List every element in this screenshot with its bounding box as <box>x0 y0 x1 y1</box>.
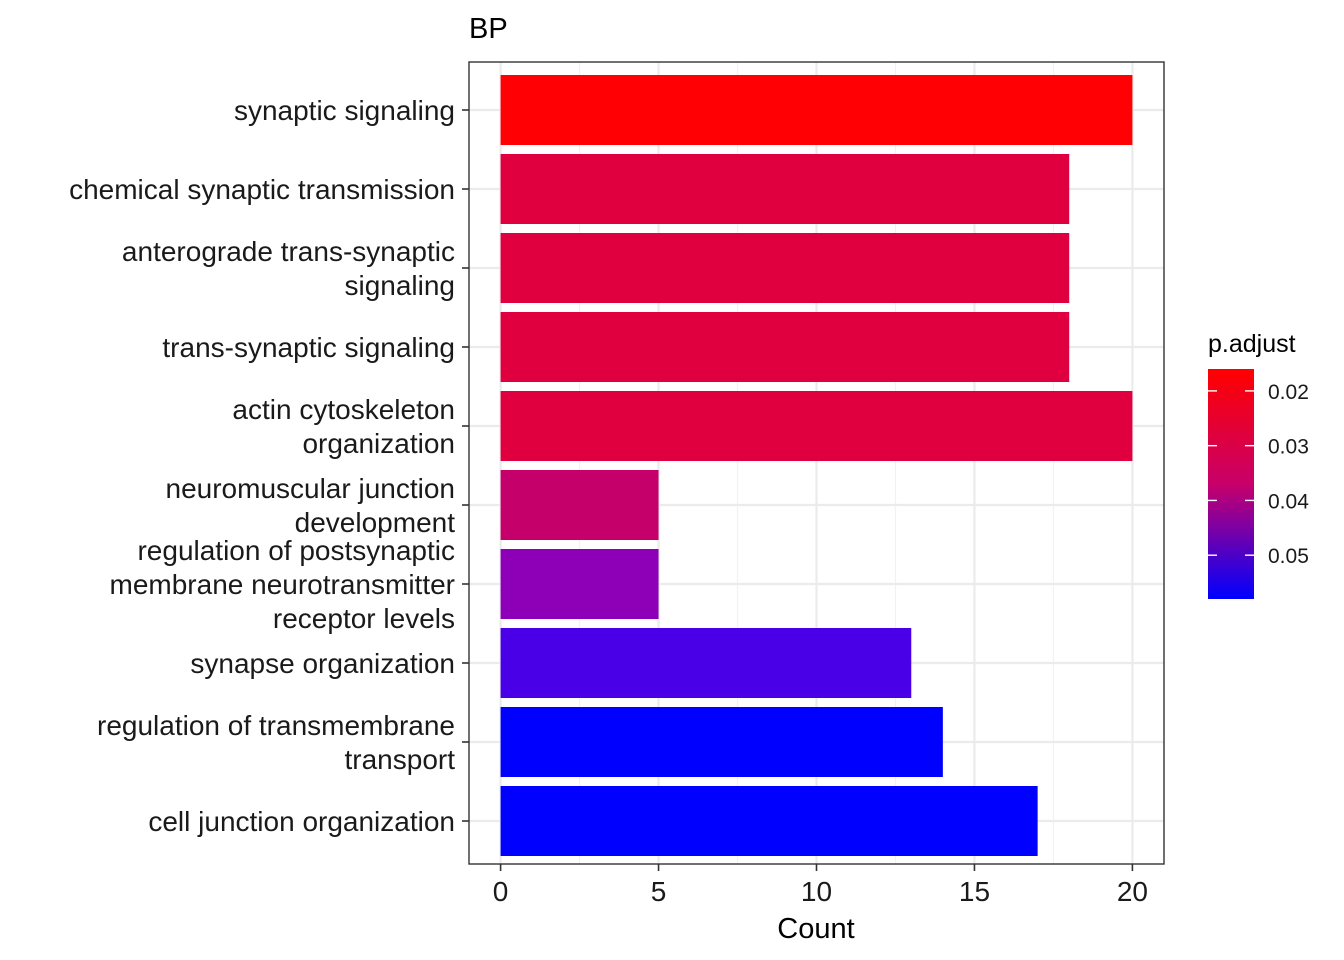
chart-title: BP <box>469 13 508 45</box>
legend: p.adjust 0.02 0.03 0.04 0.05 <box>1208 330 1309 599</box>
legend-tick-label: 0.02 <box>1268 381 1309 404</box>
x-tick-label: 20 <box>1117 876 1148 907</box>
bar <box>500 707 943 777</box>
y-tick-label: actin cytoskeleton <box>232 394 455 425</box>
bars <box>500 75 1133 856</box>
bar <box>500 628 912 698</box>
y-tick-label: development <box>295 507 456 538</box>
bar <box>500 549 659 619</box>
bar <box>500 786 1038 856</box>
y-tick-label: trans-synaptic signaling <box>162 332 455 363</box>
bar <box>500 154 1070 224</box>
y-tick-label: synaptic signaling <box>234 95 455 126</box>
legend-ticks: 0.02 0.03 0.04 0.05 <box>1208 381 1309 568</box>
x-tick-label: 15 <box>959 876 990 907</box>
y-tick-label: receptor levels <box>273 603 455 634</box>
legend-colorbar <box>1208 369 1254 599</box>
y-tick-label: signaling <box>344 270 455 301</box>
bar <box>500 391 1133 461</box>
x-axis-label: Count <box>777 913 854 945</box>
legend-tick-label: 0.04 <box>1268 490 1309 513</box>
y-tick-label: cell junction organization <box>148 806 455 837</box>
y-tick-label: synapse organization <box>190 648 455 679</box>
y-axis: synaptic signaling chemical synaptic tran… <box>69 95 469 837</box>
x-tick-label: 5 <box>651 876 667 907</box>
legend-title: p.adjust <box>1208 330 1296 358</box>
y-tick-label: membrane neurotransmitter <box>110 569 455 600</box>
bar <box>500 312 1070 382</box>
y-tick-label: regulation of postsynaptic <box>137 535 455 566</box>
y-tick-label: chemical synaptic transmission <box>69 174 455 205</box>
y-tick-label: regulation of transmembrane <box>97 710 455 741</box>
y-tick-label: organization <box>302 428 455 459</box>
bar <box>500 470 659 540</box>
y-tick-label: anterograde trans-synaptic <box>122 236 455 267</box>
bar <box>500 233 1070 303</box>
legend-tick-label: 0.03 <box>1268 436 1309 459</box>
y-tick-label: transport <box>345 744 456 775</box>
x-tick-label: 10 <box>801 876 832 907</box>
legend-tick-label: 0.05 <box>1268 545 1309 568</box>
x-axis: 0 5 10 15 20 <box>493 864 1148 907</box>
bar <box>500 75 1133 145</box>
x-tick-label: 0 <box>493 876 509 907</box>
y-tick-label: neuromuscular junction <box>166 473 456 504</box>
